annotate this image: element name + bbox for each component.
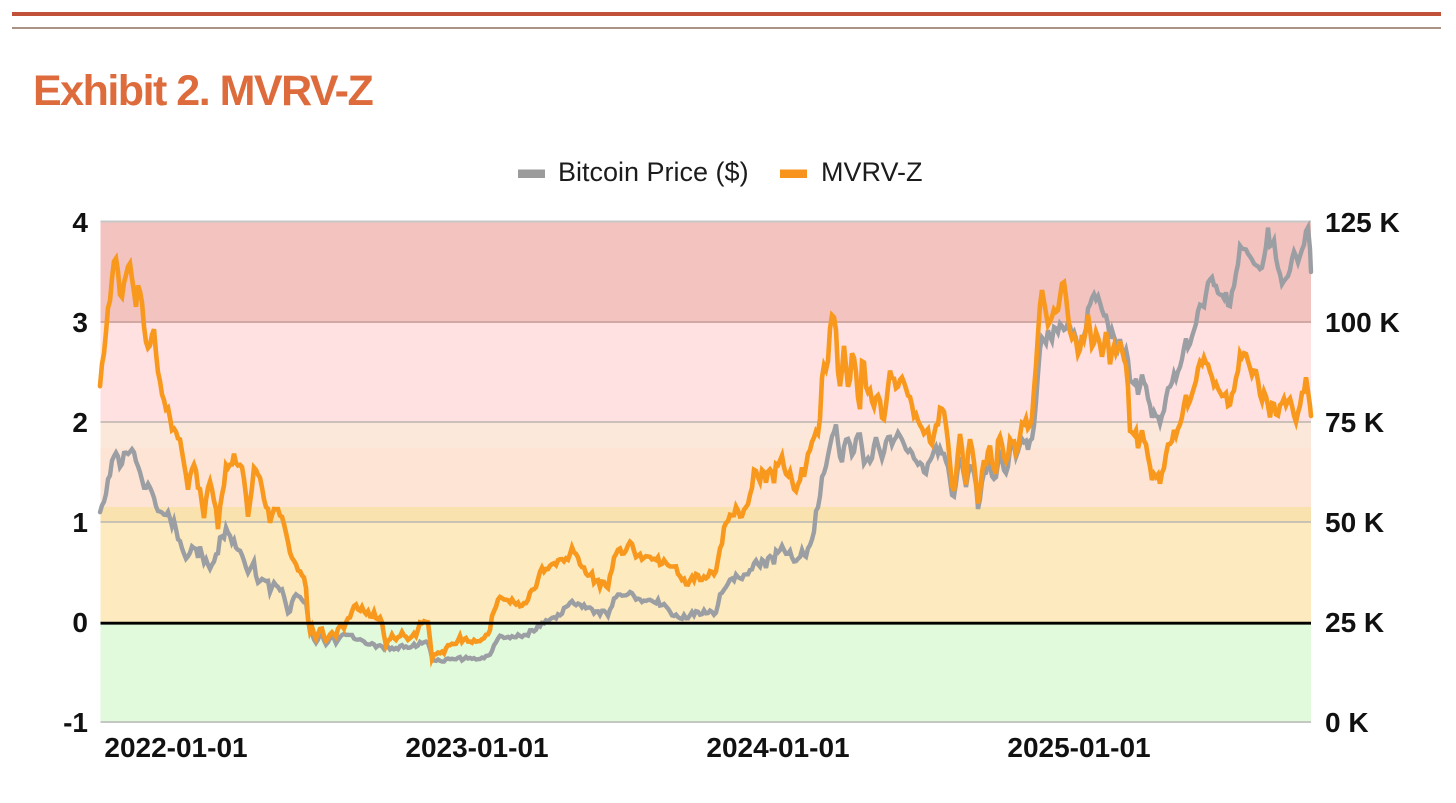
svg-text:2: 2 [72,407,88,438]
svg-text:0 K: 0 K [1325,707,1369,738]
svg-text:MVRV-Z: MVRV-Z [821,157,923,187]
svg-text:50 K: 50 K [1325,507,1384,538]
svg-text:2022-01-01: 2022-01-01 [104,732,247,763]
svg-text:2024-01-01: 2024-01-01 [706,732,849,763]
svg-text:25 K: 25 K [1325,607,1384,638]
svg-text:75 K: 75 K [1325,407,1384,438]
svg-text:4: 4 [72,207,88,238]
svg-text:3: 3 [72,307,88,338]
svg-text:2023-01-01: 2023-01-01 [405,732,548,763]
svg-text:-1: -1 [63,707,88,738]
svg-text:2025-01-01: 2025-01-01 [1007,732,1150,763]
svg-text:Bitcoin Price ($): Bitcoin Price ($) [558,157,749,187]
svg-text:1: 1 [72,507,88,538]
svg-text:0: 0 [72,607,88,638]
svg-text:100 K: 100 K [1325,307,1400,338]
svg-text:125 K: 125 K [1325,207,1400,238]
